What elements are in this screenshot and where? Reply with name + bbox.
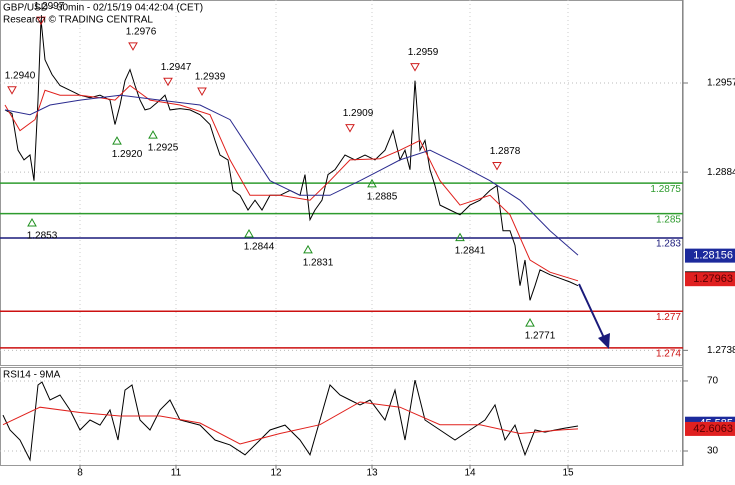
price-tag [685, 421, 735, 436]
high-label: 1.2959 [408, 47, 439, 58]
y-tick-label: 70 [707, 376, 719, 387]
level-label: 1.283 [656, 239, 681, 250]
price-tag-label: 1.28156 [693, 250, 733, 262]
high-label: 1.2997 [34, 1, 65, 12]
series-line [4, 19, 579, 301]
x-tick-label: 12 [270, 468, 282, 479]
level-label: 1.274 [656, 349, 681, 360]
high-marker [345, 124, 355, 133]
chart-subtitle: Research © TRADING CENTRAL [3, 15, 153, 26]
x-tick-label: 8 [77, 468, 83, 479]
forecast-arrow [578, 283, 606, 341]
high-label: 1.2947 [161, 62, 192, 73]
x-tick-label: 13 [366, 468, 378, 479]
high-marker [7, 86, 17, 95]
low-marker [112, 136, 122, 145]
y-tick-label: 30 [707, 446, 719, 457]
high-marker [410, 63, 420, 72]
price-tag-label: 42.6063 [693, 423, 733, 435]
level-label: 1.285 [656, 214, 681, 225]
series-line [2, 379, 579, 462]
high-marker [128, 42, 138, 51]
low-marker [303, 244, 313, 254]
level-label: 1.277 [656, 312, 681, 323]
high-label: 1.2878 [490, 146, 521, 157]
x-tick-label: 14 [464, 468, 476, 479]
low-marker [148, 130, 158, 139]
x-tick-label: 11 [171, 468, 182, 479]
low-marker [27, 217, 37, 227]
chart-title: GBP/USD - 30min - 02/15/19 04:42:04 (CET… [3, 3, 203, 14]
low-marker [455, 232, 465, 242]
high-label: 1.2940 [5, 70, 36, 81]
low-label: 1.2844 [244, 242, 275, 253]
low-label: 1.2771 [525, 331, 556, 342]
low-label: 1.2920 [112, 149, 143, 160]
high-marker [36, 16, 46, 26]
high-label: 1.2939 [195, 72, 226, 83]
price-tag [685, 272, 735, 287]
high-marker [492, 161, 502, 171]
series-line [2, 401, 579, 445]
forecast-arrow-head [598, 333, 610, 349]
rsi-title: RSI14 - 9MA [3, 370, 61, 381]
low-label: 1.2853 [27, 231, 58, 242]
low-marker [244, 228, 254, 238]
high-label: 1.2909 [343, 108, 374, 119]
high-marker [197, 87, 207, 96]
price-tag-label: 1.27963 [693, 273, 733, 285]
y-tick-label: 1.2957 [707, 78, 735, 89]
low-label: 1.2885 [367, 192, 398, 203]
level-label: 1.2875 [650, 184, 681, 195]
y-tick-label: 1.2738 [707, 345, 735, 356]
series-line [4, 84, 579, 282]
low-marker [367, 178, 377, 188]
low-label: 1.2925 [148, 143, 179, 154]
x-tick-label: 15 [562, 468, 574, 479]
series-line [4, 94, 579, 256]
high-marker [163, 77, 173, 87]
high-label: 1.2976 [126, 26, 157, 37]
low-label: 1.2831 [303, 257, 334, 268]
price-tag [685, 248, 735, 263]
y-tick-label: 1.2884 [707, 167, 735, 178]
low-marker [525, 318, 535, 327]
low-label: 1.2841 [455, 245, 486, 256]
